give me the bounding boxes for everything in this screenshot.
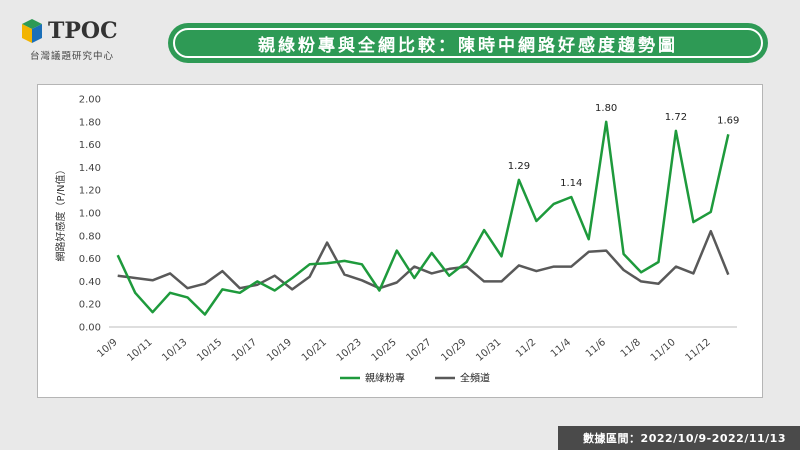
legend-label: 全頻道 [460, 372, 490, 385]
x-tick-label: 10/9 [95, 337, 119, 360]
y-tick-label: 1.00 [79, 209, 101, 220]
x-tick-label: 10/21 [300, 337, 329, 364]
data-label: 1.14 [560, 178, 582, 189]
y-axis-label: 網路好感度（P/N值） [54, 165, 67, 262]
tpoc-logo-icon [22, 19, 42, 43]
y-tick-label: 0.00 [79, 323, 101, 334]
y-tick-label: 1.20 [79, 186, 101, 197]
x-tick-label: 10/13 [160, 337, 189, 364]
page-title: 親綠粉專與全網比較：陳時中網路好感度趨勢圖 [258, 35, 678, 56]
legend-label: 親綠粉專 [365, 372, 405, 385]
date-range-text: 數據區間：2022/10/9-2022/11/13 [583, 432, 786, 445]
x-tick-label: 10/15 [195, 337, 224, 364]
logo-text: TPOC [48, 18, 118, 44]
date-range-footer: 數據區間：2022/10/9-2022/11/13 [558, 426, 800, 450]
title-banner: 親綠粉專與全網比較：陳時中網路好感度趨勢圖 [168, 23, 768, 63]
x-tick-label: 10/19 [265, 337, 294, 364]
x-tick-label: 11/8 [619, 337, 643, 360]
y-tick-label: 0.60 [79, 254, 101, 265]
logo-subtitle: 台灣議題研究中心 [30, 51, 115, 62]
x-tick-label: 11/12 [684, 337, 713, 364]
y-tick-label: 0.80 [79, 231, 101, 242]
series-line-gray [117, 229, 730, 291]
y-tick-label: 1.80 [79, 117, 101, 128]
data-label: 1.29 [508, 161, 530, 172]
x-tick-label: 10/25 [370, 337, 399, 364]
x-tick-label: 11/4 [549, 337, 573, 360]
y-tick-label: 0.20 [79, 300, 101, 311]
line-chart: 0.00 0.20 0.40 0.60 0.80 1.00 1.20 1.40 1.60 1.80… [54, 95, 739, 385]
y-tick-label: 0.40 [79, 277, 101, 288]
series-line-green [116, 120, 730, 316]
data-label: 1.69 [717, 115, 739, 126]
y-tick-label: 1.60 [79, 140, 101, 151]
data-label: 1.80 [595, 103, 617, 114]
tpoc-logo: TPOC 台灣議題研究中心 [12, 12, 162, 62]
x-tick-label: 10/27 [404, 337, 433, 364]
y-tick-label: 2.00 [79, 95, 101, 106]
x-tick-label: 10/29 [439, 337, 468, 364]
x-tick-label: 10/11 [125, 337, 154, 364]
data-label: 1.72 [665, 112, 687, 123]
x-tick-label: 11/2 [514, 337, 538, 360]
x-tick-label: 10/17 [230, 337, 259, 364]
x-tick-label: 10/31 [474, 337, 503, 364]
x-tick-label: 10/23 [335, 337, 364, 364]
title-banner-frame: 親綠粉專與全網比較：陳時中網路好感度趨勢圖 [173, 28, 763, 58]
x-tick-label: 11/10 [649, 337, 678, 364]
chart-card: 0.00 0.20 0.40 0.60 0.80 1.00 1.20 1.40 1.60 1.80… [37, 84, 763, 398]
y-tick-label: 1.40 [79, 163, 101, 174]
x-tick-label: 11/6 [584, 337, 608, 360]
